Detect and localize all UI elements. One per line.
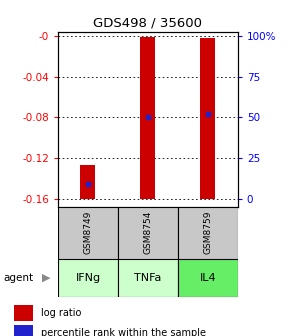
Text: GSM8749: GSM8749 [84, 211, 93, 254]
Bar [178, 207, 238, 259]
Text: GSM8754: GSM8754 [143, 211, 153, 254]
Bar [58, 207, 118, 259]
Bar [178, 259, 238, 297]
Bar [118, 207, 178, 259]
Text: GSM8759: GSM8759 [203, 211, 212, 254]
Text: IL4: IL4 [200, 273, 216, 283]
Bar [58, 259, 118, 297]
Text: agent: agent [3, 273, 33, 283]
Text: percentile rank within the sample: percentile rank within the sample [41, 328, 206, 336]
Bar [118, 259, 178, 297]
Bar [80, 165, 95, 199]
Bar [14, 325, 33, 336]
Text: TNFa: TNFa [134, 273, 162, 283]
Bar [200, 38, 215, 199]
Text: ▶: ▶ [42, 273, 50, 283]
Title: GDS498 / 35600: GDS498 / 35600 [93, 16, 202, 29]
Text: log ratio: log ratio [41, 308, 81, 318]
Bar [140, 37, 155, 199]
Bar [14, 305, 33, 321]
Text: IFNg: IFNg [75, 273, 101, 283]
